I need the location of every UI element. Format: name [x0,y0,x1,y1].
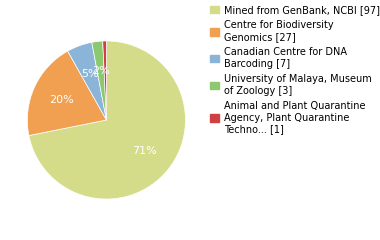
Text: 5%: 5% [81,69,98,79]
Wedge shape [68,42,106,120]
Legend: Mined from GenBank, NCBI [97], Centre for Biodiversity
Genomics [27], Canadian C: Mined from GenBank, NCBI [97], Centre fo… [210,5,380,134]
Text: 2%: 2% [92,66,109,76]
Wedge shape [92,41,106,120]
Text: 20%: 20% [49,95,74,105]
Wedge shape [103,41,106,120]
Text: 71%: 71% [132,146,157,156]
Wedge shape [27,51,106,136]
Wedge shape [29,41,185,199]
